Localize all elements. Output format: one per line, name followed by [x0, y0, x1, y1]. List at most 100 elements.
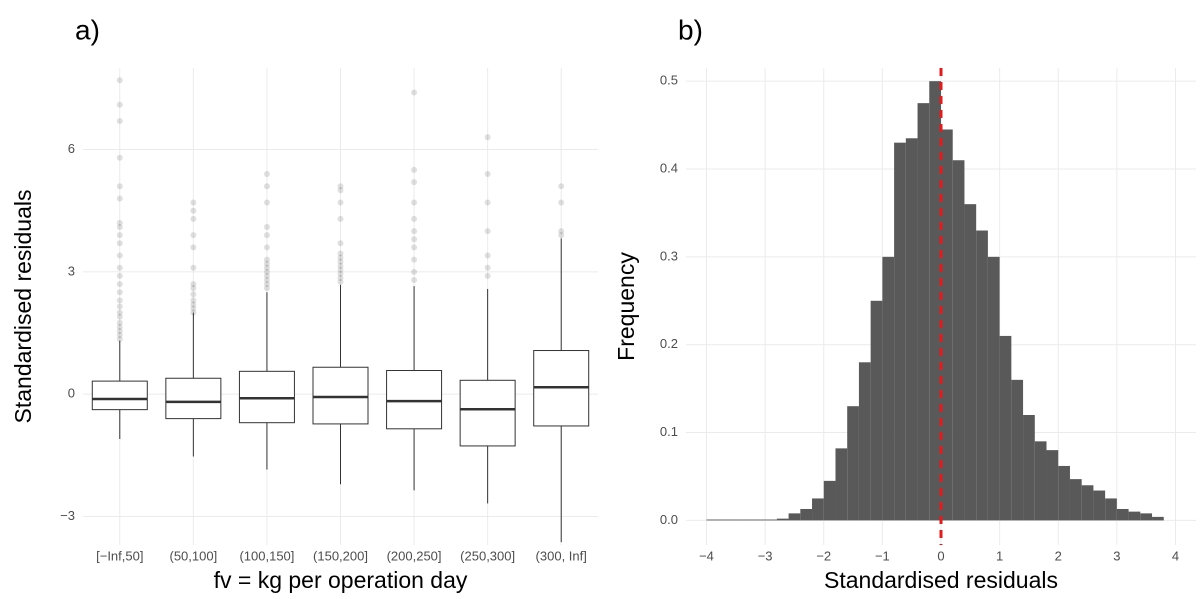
- outlier: [337, 279, 344, 286]
- bar: [812, 498, 824, 521]
- outlier: [190, 281, 197, 288]
- bar: [729, 519, 742, 521]
- x-axis-title: Standardised residuals: [824, 567, 1058, 593]
- y-tick-label: 0.4: [660, 160, 678, 175]
- outlier: [337, 183, 344, 190]
- outlier: [116, 336, 123, 343]
- x-tick-label: −2: [816, 548, 831, 563]
- bar: [765, 519, 777, 521]
- x-tick-label: (200,250]: [387, 548, 442, 563]
- outlier: [116, 219, 123, 226]
- x-tick-label: 1: [996, 548, 1003, 563]
- bar: [952, 160, 965, 521]
- bar: [1011, 379, 1024, 521]
- x-tick-label: 3: [1113, 548, 1120, 563]
- outlier: [190, 264, 197, 271]
- x-tick-label: [−Inf,50]: [96, 548, 143, 563]
- outlier: [558, 183, 565, 190]
- x-tick-label: (250,300]: [460, 548, 515, 563]
- outlier: [190, 215, 197, 222]
- outlier: [263, 171, 270, 177]
- y-tick-label: 0.5: [660, 73, 678, 88]
- x-axis-title: fv = kg per operation day: [214, 567, 468, 593]
- y-tick-label: 0.3: [660, 248, 678, 263]
- outlier: [411, 228, 418, 235]
- outlier: [263, 183, 270, 190]
- x-tick-label: 4: [1172, 548, 1179, 563]
- outlier: [484, 252, 491, 259]
- y-tick-label: 0.1: [660, 424, 678, 439]
- bar: [1140, 513, 1153, 521]
- bar: [1116, 508, 1129, 521]
- outlier: [263, 285, 270, 292]
- outlier: [116, 281, 123, 288]
- panel-label: a): [75, 14, 100, 45]
- outlier: [116, 332, 123, 339]
- outlier: [337, 215, 344, 222]
- outlier: [263, 199, 270, 206]
- outlier: [484, 171, 491, 177]
- outlier: [263, 264, 270, 271]
- outlier: [190, 244, 197, 251]
- bar: [1058, 465, 1070, 521]
- outlier: [116, 303, 123, 310]
- outlier: [190, 199, 197, 206]
- bar: [1081, 485, 1094, 521]
- outlier: [116, 272, 123, 279]
- outlier: [116, 118, 123, 124]
- outlier: [558, 228, 565, 235]
- outlier: [411, 268, 418, 275]
- outlier: [484, 264, 491, 271]
- outlier: [190, 301, 197, 308]
- x-tick-label: (50,100]: [170, 548, 218, 563]
- outlier: [263, 277, 270, 283]
- x-tick-label: −3: [758, 548, 773, 563]
- outlier: [337, 240, 344, 247]
- bar: [941, 129, 953, 521]
- bar: [894, 142, 906, 521]
- outlier: [116, 309, 123, 316]
- outlier: [116, 154, 123, 161]
- outlier: [116, 101, 123, 108]
- bar: [858, 362, 871, 521]
- outlier: [263, 256, 270, 263]
- bar: [847, 406, 859, 521]
- outlier: [337, 270, 344, 277]
- bar: [835, 448, 848, 521]
- box: [386, 370, 443, 430]
- y-tick-label: 0.2: [660, 336, 678, 351]
- bar: [917, 103, 930, 521]
- bar: [1093, 490, 1106, 521]
- bar: [718, 519, 730, 521]
- bar: [1128, 511, 1141, 521]
- bar: [870, 300, 883, 521]
- outlier: [411, 256, 418, 263]
- outlier: [116, 319, 123, 326]
- y-axis-title: Standardised residuals: [10, 190, 36, 424]
- bar: [823, 480, 836, 521]
- outlier: [263, 244, 270, 251]
- outlier: [263, 260, 270, 267]
- outlier: [263, 281, 270, 288]
- outlier: [337, 266, 344, 273]
- outlier: [411, 89, 418, 96]
- box: [165, 377, 222, 420]
- outlier: [263, 224, 270, 230]
- outlier: [558, 232, 565, 239]
- outlier: [263, 272, 270, 279]
- y-tick-label: 6: [68, 141, 75, 156]
- outlier: [116, 252, 123, 259]
- outlier: [116, 195, 123, 202]
- bar: [1046, 450, 1059, 521]
- outlier: [190, 291, 197, 298]
- x-tick-label: (150,200]: [313, 548, 368, 563]
- bar: [788, 513, 801, 521]
- outlier: [116, 240, 123, 247]
- outlier: [190, 297, 197, 304]
- outlier: [190, 305, 197, 312]
- outlier: [337, 250, 344, 257]
- bar: [929, 81, 941, 521]
- box: [459, 379, 516, 447]
- bar: [1069, 479, 1082, 521]
- outlier: [190, 309, 197, 316]
